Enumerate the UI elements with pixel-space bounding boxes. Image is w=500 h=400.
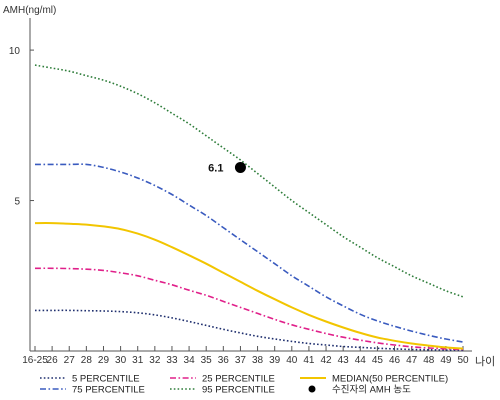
data-point: 6.1 [208,161,246,174]
y-tick-label: 10 [9,46,21,57]
x-tick-label: 28 [81,355,93,366]
legend-label: MEDIAN(50 PERCENTILE) [332,374,448,385]
y-ticks: 5 10 [9,46,34,208]
x-tick-label: 26 [47,355,59,366]
x-axis-title: 나이 [475,355,495,368]
x-tick-label: 16-25 [22,355,48,366]
patient-amh-value-label: 6.1 [208,162,223,174]
x-tick-label: 30 [115,355,127,366]
series-line-median-50-percentile [34,222,464,350]
legend-label: 95 PERCENTILE [202,385,275,396]
series-lines [34,64,464,352]
x-tick-label: 35 [201,355,213,366]
x-tick-label: 36 [218,355,230,366]
patient-amh-marker [234,161,246,173]
x-tick-label: 38 [252,355,264,366]
x-tick-label: 41 [303,355,315,366]
x-tick-label: 40 [286,355,298,366]
legend-label: 25 PERCENTILE [202,374,275,385]
x-tick-label: 39 [269,355,281,366]
x-tick-label: 37 [235,355,247,366]
x-tick-label: 31 [132,355,144,366]
x-tick-label: 48 [423,355,435,366]
x-tick-label: 34 [184,355,196,366]
x-tick-label: 32 [149,355,161,366]
series-line-95-percentile [34,64,464,298]
x-tick-label: 49 [440,355,452,366]
x-tick-label: 46 [389,355,401,366]
x-tick-label: 45 [372,355,384,366]
x-tick-label: 50 [457,355,469,366]
x-tick-label: 42 [320,355,332,366]
y-tick-label: 5 [14,197,20,208]
legend-marker [308,385,316,393]
legend-label: 75 PERCENTILE [72,385,145,396]
legend: 5 PERCENTILE 25 PERCENTILE MEDIAN(50 PERCE… [40,374,448,396]
legend-label: 수진자의 AMH 농도 [332,385,411,396]
x-tick-label: 29 [98,355,110,366]
legend-label: 5 PERCENTILE [72,374,140,385]
x-tick-label: 27 [64,355,76,366]
x-tick-label: 33 [166,355,178,366]
x-tick-label: 43 [338,355,350,366]
x-tick-label: 47 [406,355,418,366]
y-axis-title: AMH(ng/ml) [3,5,56,16]
series-line-5-percentile [34,309,464,352]
series-line-25-percentile [34,267,464,351]
x-tick-label: 44 [355,355,367,366]
